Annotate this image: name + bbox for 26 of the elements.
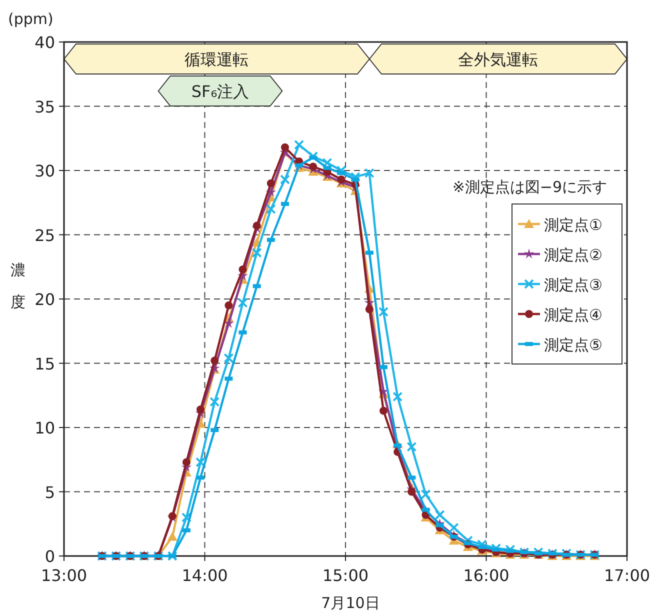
x-tick-label: 14:00	[182, 566, 228, 585]
legend-label: 測定点③	[544, 276, 602, 294]
y-tick-label: 35	[34, 97, 55, 116]
y-tick-label: 40	[34, 33, 55, 52]
band-label: 全外気運転	[458, 50, 538, 69]
y-tick-label: 10	[34, 418, 55, 438]
y-axis-title: 濃度	[10, 261, 26, 311]
legend-label: 測定点①	[544, 216, 602, 234]
x-tick-label: 13:00	[40, 566, 88, 585]
y-tick-label: 25	[34, 226, 55, 245]
annotation: ※測定点は図−9に示す	[452, 178, 607, 196]
x-axis-title: 7月10日	[321, 594, 380, 612]
y-tick-label: 5	[44, 482, 55, 502]
text: (ppm)	[8, 10, 54, 28]
legend-label: 測定点④	[544, 306, 602, 324]
legend-label: 測定点②	[544, 246, 602, 264]
band-label: SF₆注入	[191, 82, 250, 101]
y-tick-label: 15	[34, 354, 55, 374]
x-tick-label: 15:00	[322, 566, 369, 585]
y-tick-label: 0	[44, 547, 55, 566]
band-label: 循環運転	[184, 50, 249, 69]
y-tick-label: 30	[34, 162, 55, 180]
x-tick-label: 16:00	[463, 566, 510, 585]
x-tick-label: 17:00	[604, 566, 650, 585]
legend-label: 測定点⑤	[544, 336, 602, 354]
y-tick-label: 20	[34, 290, 55, 309]
